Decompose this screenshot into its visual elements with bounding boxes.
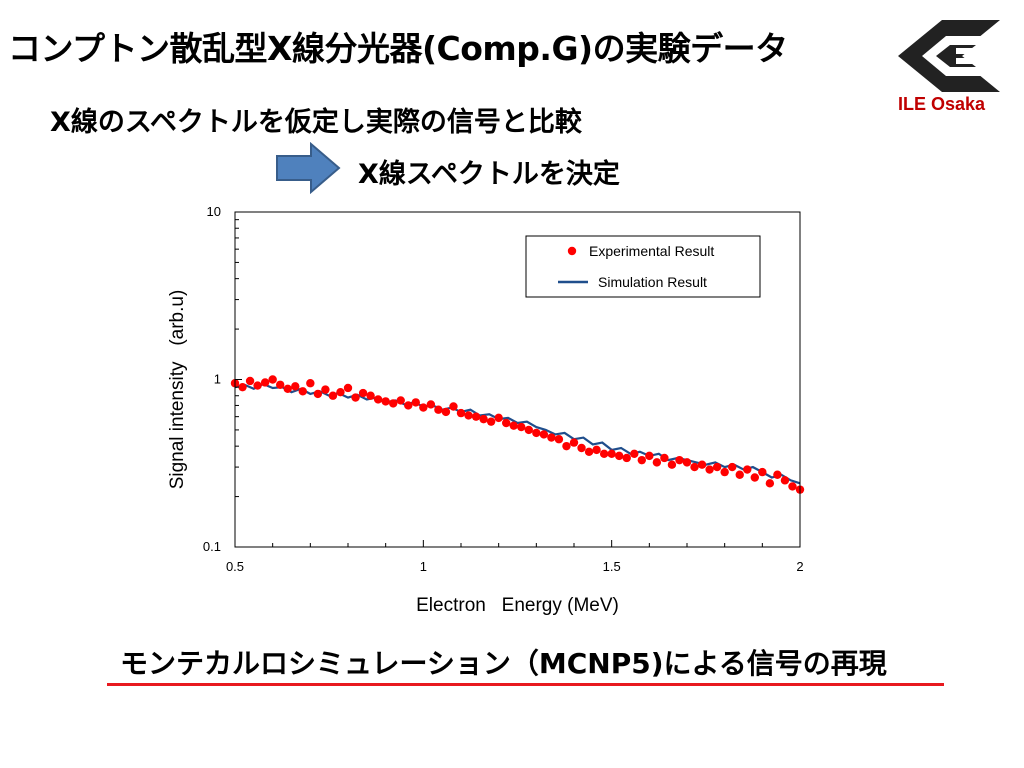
bottom-caption: モンテカルロシミュレーション（MCNP5)による信号の再現 xyxy=(120,647,887,680)
experimental-point xyxy=(599,449,609,459)
experimental-point xyxy=(675,455,684,465)
experimental-point xyxy=(253,381,262,390)
experimental-point xyxy=(569,438,579,447)
y-tick-label: 10 xyxy=(207,204,221,219)
experimental-point xyxy=(682,458,692,467)
experimental-point xyxy=(479,414,488,424)
experimental-point xyxy=(705,465,714,474)
experimental-point xyxy=(434,405,443,414)
experimental-point xyxy=(728,462,737,472)
experimental-point xyxy=(389,399,398,408)
experimental-point xyxy=(373,395,383,404)
y-tick-label: 0.1 xyxy=(203,539,221,554)
y-tick-label: 1 xyxy=(214,372,221,387)
experimental-point xyxy=(328,391,338,400)
logo-text: ILE Osaka xyxy=(898,94,986,114)
experimental-point xyxy=(404,401,413,410)
caption-underline xyxy=(107,683,944,686)
experimental-point xyxy=(524,425,533,435)
experimental-point xyxy=(419,403,428,412)
experimental-point xyxy=(765,479,775,488)
experimental-point xyxy=(449,402,458,411)
experimental-point xyxy=(697,460,707,469)
result-text: X線スペクトルを決定 xyxy=(358,159,620,190)
experimental-point xyxy=(607,449,616,459)
experimental-point xyxy=(554,435,564,444)
x-tick-label: 1.5 xyxy=(603,559,621,574)
experimental-point xyxy=(366,391,375,400)
experimental-point xyxy=(291,382,300,391)
x-tick-label: 2 xyxy=(796,559,803,574)
experimental-point xyxy=(313,389,323,399)
experimental-point xyxy=(773,470,782,479)
experimental-point xyxy=(645,451,654,461)
experimental-point xyxy=(592,445,601,455)
experimental-point xyxy=(268,375,277,384)
experimental-point xyxy=(532,428,541,438)
legend-label-experimental: Experimental Result xyxy=(589,243,714,259)
experimental-point xyxy=(780,476,790,485)
experimental-point xyxy=(381,397,390,406)
experimental-point xyxy=(351,393,360,402)
experimental-point xyxy=(245,376,255,386)
slide-subtitle: X線のスペクトルを仮定し実際の信号と比較 xyxy=(50,107,582,138)
experimental-point xyxy=(358,388,368,398)
signal-chart: 0.5 1 1.5 2 0.1 1 10 Electron Energy (MeV) Signa… xyxy=(167,204,805,616)
experimental-point xyxy=(343,383,353,393)
experimental-point xyxy=(720,467,729,477)
slide-title: コンプトン散乱型X線分光器(Comp.G)の実験データ xyxy=(8,29,788,68)
y-axis-label: Signal intensity (arb.u) xyxy=(167,290,188,490)
experimental-point xyxy=(396,396,405,405)
experimental-point xyxy=(712,462,722,472)
experimental-point xyxy=(615,451,624,461)
experimental-point xyxy=(321,385,330,394)
experimental-point xyxy=(471,412,481,421)
x-tick-label: 1 xyxy=(420,559,427,574)
experimental-point xyxy=(788,482,797,491)
experimental-point xyxy=(690,462,699,472)
experimental-point xyxy=(298,387,307,396)
experimental-point xyxy=(562,441,571,451)
legend-box xyxy=(525,235,761,298)
experimental-point xyxy=(283,384,292,393)
experimental-point xyxy=(735,470,744,479)
experimental-point xyxy=(456,408,466,418)
experimental-point xyxy=(517,422,526,432)
x-axis-label: Electron Energy (MeV) xyxy=(416,595,619,616)
experimental-point xyxy=(464,411,473,420)
experimental-point xyxy=(584,447,594,457)
legend-marker-experimental xyxy=(567,246,577,256)
experimental-point xyxy=(306,379,315,388)
experimental-point xyxy=(577,443,586,453)
experimental-point xyxy=(238,382,247,392)
x-tick-label: 0.5 xyxy=(226,559,244,574)
chart-legend: Experimental Result Simulation Result xyxy=(525,235,761,298)
experimental-point xyxy=(622,453,631,463)
experimental-point xyxy=(441,407,451,417)
experimental-point xyxy=(667,460,677,469)
experimental-point xyxy=(426,400,436,409)
experimental-point xyxy=(260,378,270,387)
experimental-point xyxy=(336,387,345,397)
ile-logo-icon xyxy=(898,20,1000,92)
experimental-point xyxy=(276,380,285,389)
experimental-point xyxy=(652,458,662,467)
experimental-point xyxy=(486,417,496,426)
right-arrow-icon xyxy=(276,142,341,194)
experimental-point xyxy=(637,455,646,465)
experimental-point xyxy=(743,465,752,474)
experimental-point xyxy=(630,449,639,459)
experimental-point xyxy=(750,473,759,482)
experimental-point xyxy=(411,398,420,407)
experimental-point xyxy=(494,413,503,423)
experimental-point xyxy=(547,433,556,442)
experimental-point xyxy=(758,467,767,477)
experimental-point xyxy=(502,418,511,428)
experimental-point xyxy=(509,421,518,430)
legend-label-simulation: Simulation Result xyxy=(598,274,707,290)
experimental-point xyxy=(539,430,549,439)
experimental-point xyxy=(660,453,669,463)
